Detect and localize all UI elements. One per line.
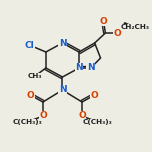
Text: N: N [59, 85, 66, 95]
Text: O: O [39, 112, 47, 121]
Text: CH₂CH₃: CH₂CH₃ [120, 24, 149, 30]
Text: N: N [75, 64, 83, 73]
Text: N: N [87, 64, 95, 73]
Text: C(CH₃)₃: C(CH₃)₃ [83, 119, 112, 125]
Text: O: O [26, 90, 34, 100]
Text: O: O [100, 17, 107, 26]
Text: CH₃: CH₃ [28, 73, 42, 79]
Text: O: O [113, 29, 121, 38]
Text: N: N [59, 38, 66, 47]
Text: Cl: Cl [24, 40, 34, 50]
Text: O: O [91, 90, 98, 100]
Text: C(CH₃)₃: C(CH₃)₃ [12, 119, 42, 125]
Text: O: O [78, 112, 86, 121]
